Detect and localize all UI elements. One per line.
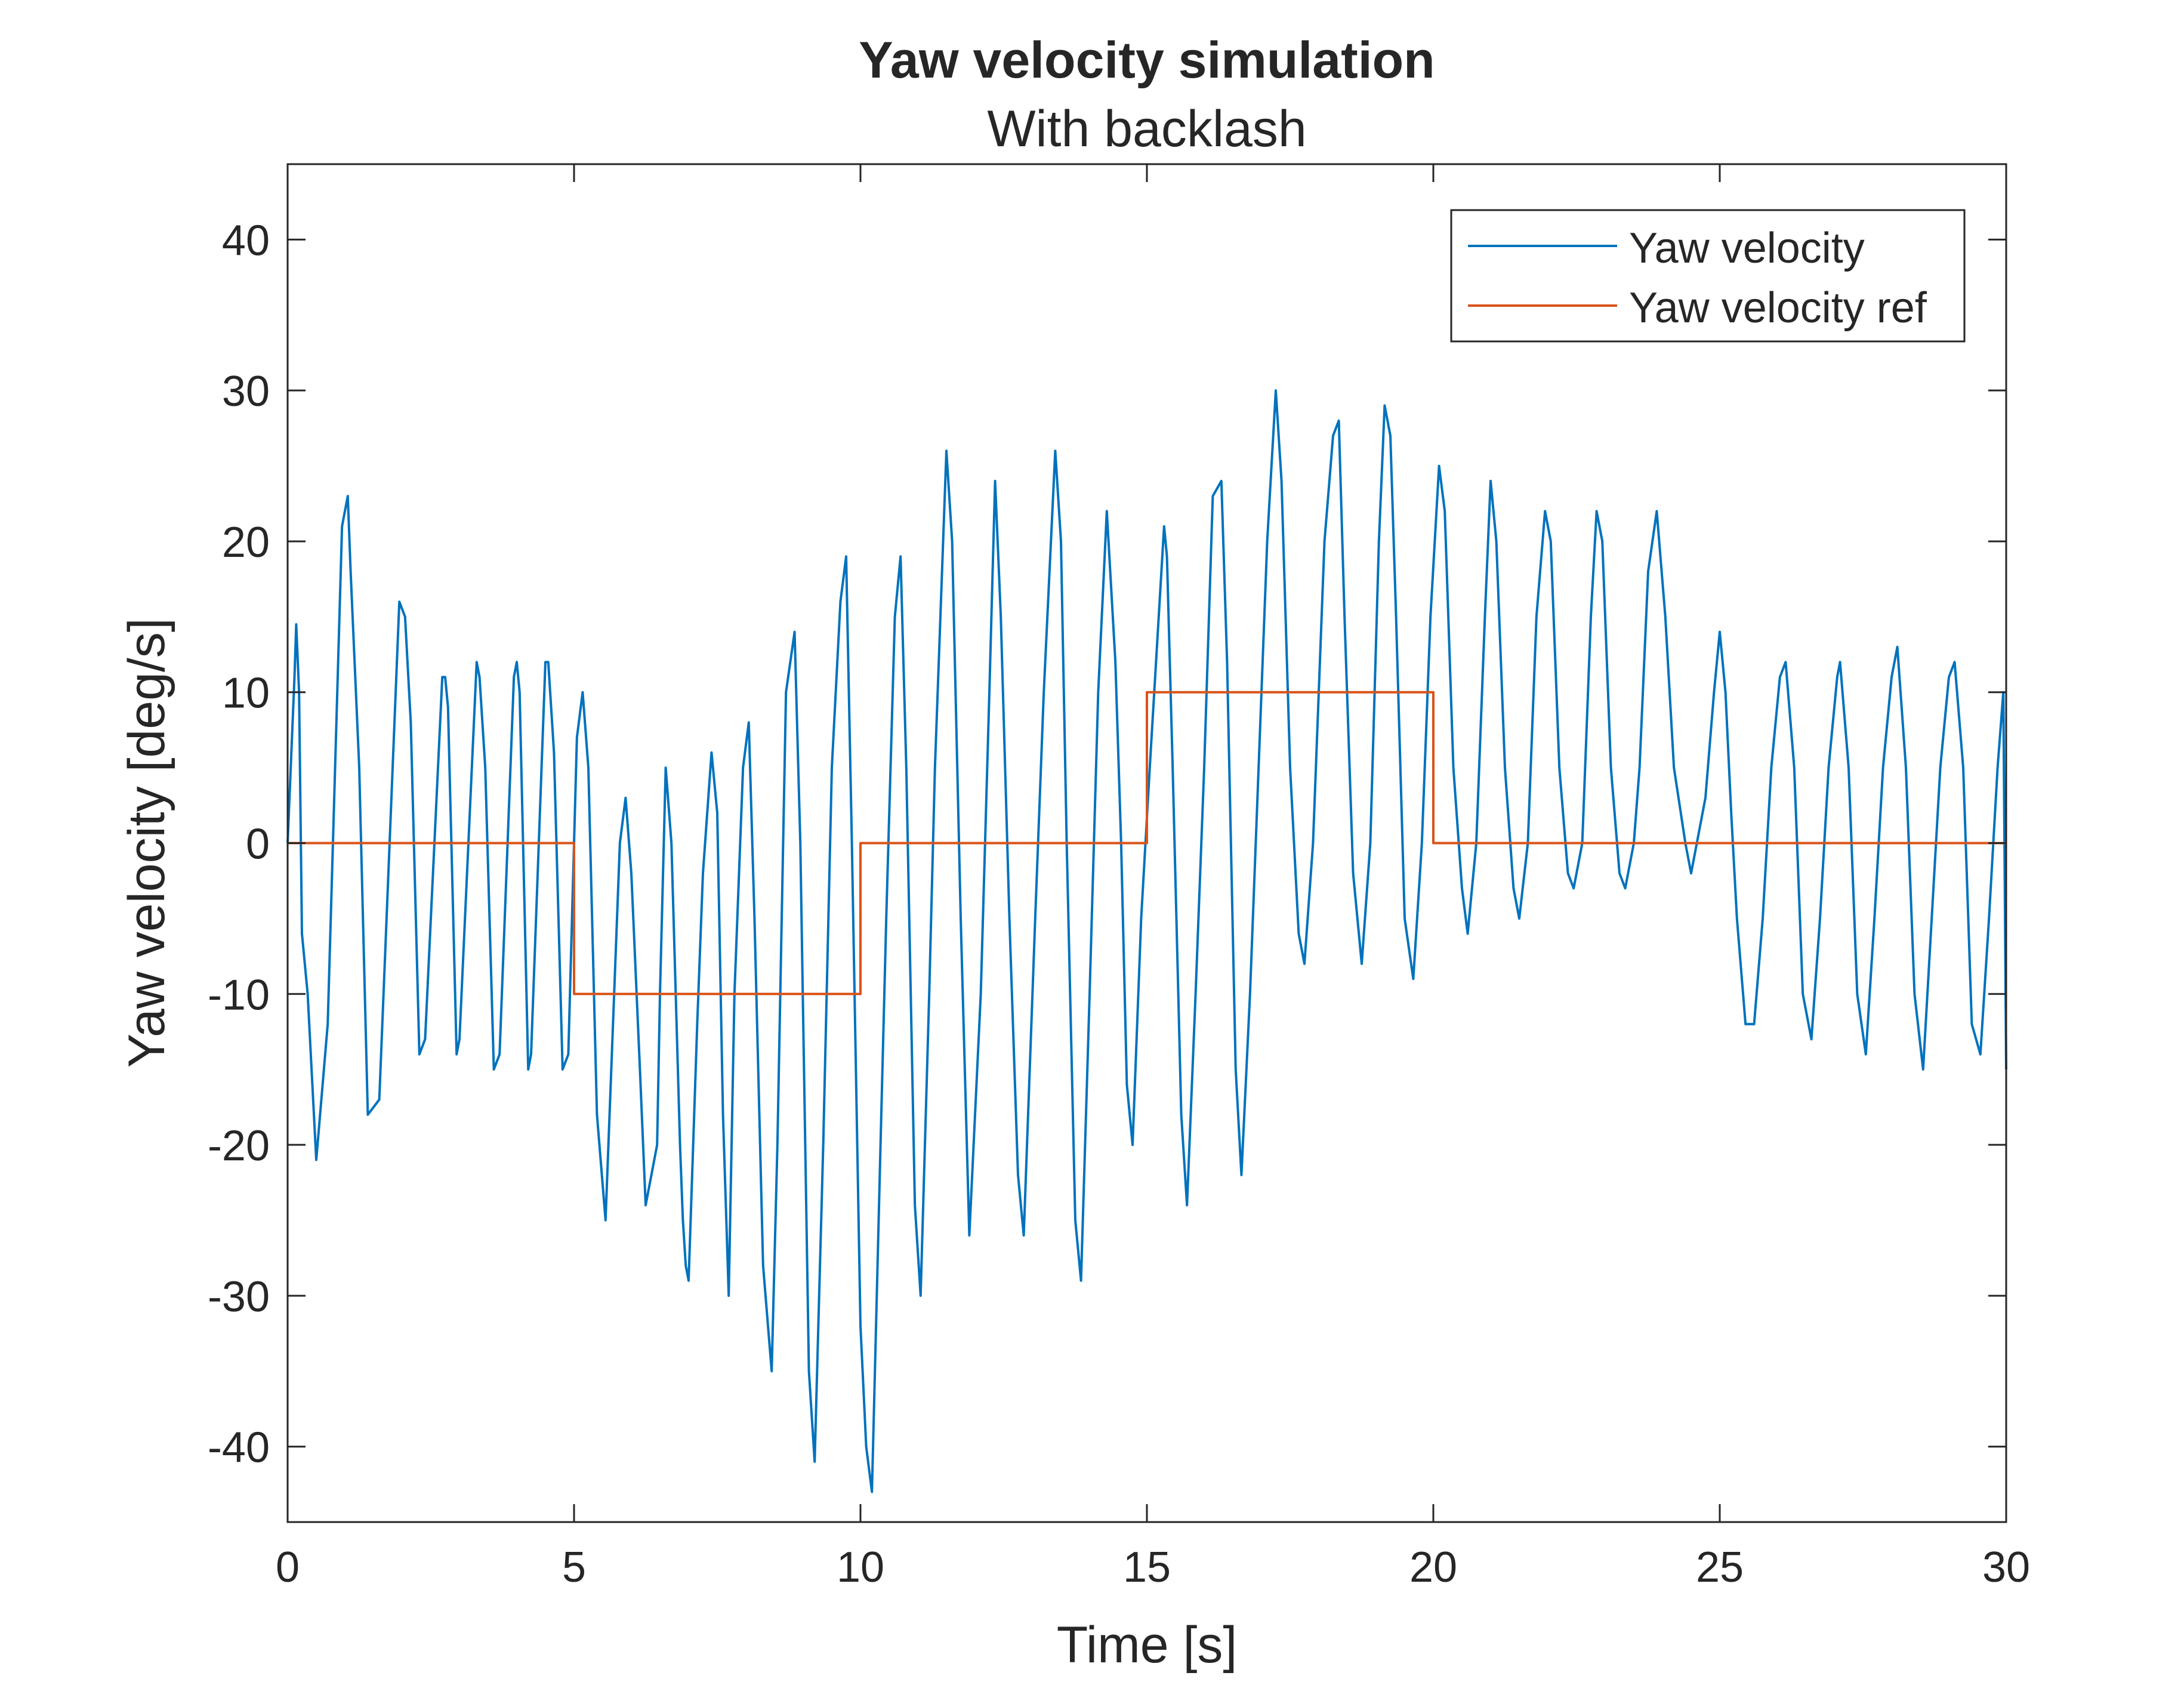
x-tick-label: 5 — [562, 1544, 586, 1591]
chart-title: Yaw velocity simulation — [859, 32, 1435, 89]
legend: Yaw velocity Yaw velocity ref — [1450, 209, 1966, 343]
y-tick-label: -20 — [208, 1122, 270, 1170]
y-tick-label: -10 — [208, 971, 270, 1019]
y-tick-label: 10 — [222, 670, 270, 717]
legend-box — [1450, 209, 1966, 343]
x-axis-label: Time [s] — [1057, 1616, 1238, 1674]
y-tick-label: -30 — [208, 1273, 270, 1321]
y-axis-label: Yaw velocity [deg/s] — [118, 618, 175, 1068]
y-tick-label: -40 — [208, 1424, 270, 1472]
x-tick-label: 0 — [276, 1544, 300, 1591]
legend-label-yaw-velocity: Yaw velocity — [1629, 224, 1865, 272]
series-layer — [286, 389, 2007, 1493]
y-tick-label: 40 — [222, 217, 270, 264]
x-tick-label: 25 — [1696, 1544, 1744, 1591]
x-tick-label: 15 — [1123, 1544, 1171, 1591]
y-tick-label: 30 — [222, 368, 270, 415]
series-line-yaw-velocity-ref — [288, 691, 2006, 996]
x-tick-label: 10 — [837, 1544, 884, 1591]
y-tick-label: 20 — [222, 519, 270, 566]
ticks-layer: 0 5 10 15 20 25 30 -40 -30 -20 -10 0 10 20 30 40 — [208, 164, 2030, 1591]
x-tick-label: 30 — [1982, 1544, 2030, 1591]
legend-label-yaw-velocity-ref: Yaw velocity ref — [1629, 284, 1927, 332]
x-tick-label: 20 — [1409, 1544, 1457, 1591]
y-tick-label: 0 — [246, 821, 270, 868]
chart-subtitle: With backlash — [987, 100, 1306, 158]
